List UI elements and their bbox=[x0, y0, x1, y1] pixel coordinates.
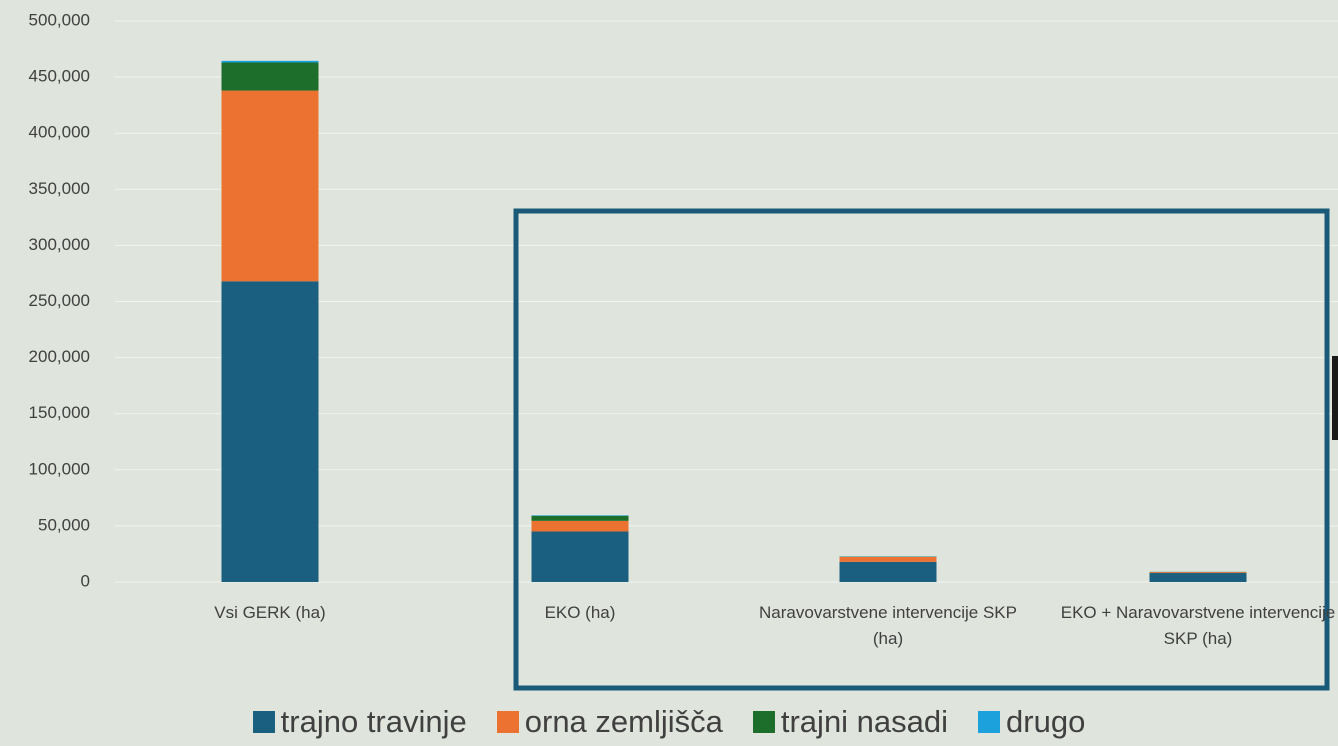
legend-swatch bbox=[496, 711, 519, 733]
y-tick-label: 50,000 bbox=[38, 515, 90, 534]
y-tick-label: 300,000 bbox=[29, 235, 90, 254]
legend-label: orna zemljišča bbox=[524, 704, 723, 739]
legend-label: trajni nasadi bbox=[780, 704, 949, 739]
legend: trajno travinje orna zemljišča trajni nasa… bbox=[0, 704, 1338, 740]
x-tick-label: Naravovarstvene intervencije SKP (ha) bbox=[759, 603, 1017, 648]
bar-segment bbox=[1149, 573, 1247, 582]
bar-segment bbox=[839, 556, 937, 562]
bar-segment bbox=[1149, 572, 1247, 574]
y-tick-label: 250,000 bbox=[29, 291, 90, 310]
legend-swatch bbox=[252, 711, 275, 733]
y-tick-label: 350,000 bbox=[29, 179, 90, 198]
y-tick-label: 150,000 bbox=[29, 403, 90, 422]
bar-segment bbox=[221, 90, 319, 282]
highlight-box bbox=[513, 208, 1330, 691]
bar-segment bbox=[531, 520, 629, 532]
legend-swatch bbox=[752, 711, 775, 733]
grid bbox=[115, 20, 1338, 583]
bar-segment bbox=[531, 515, 629, 516]
bar-segment bbox=[221, 62, 319, 91]
legend-item: trajni nasadi bbox=[752, 704, 949, 740]
legend-label: drugo bbox=[1006, 704, 1086, 739]
bar-segment bbox=[221, 60, 319, 63]
y-tick-label: 200,000 bbox=[29, 347, 90, 366]
bar-segment bbox=[531, 531, 629, 582]
bar-segment bbox=[531, 515, 629, 521]
legend-label: trajno travinje bbox=[280, 704, 467, 739]
x-tick-label: EKO (ha) bbox=[544, 603, 616, 622]
y-tick-label: 400,000 bbox=[29, 123, 90, 142]
legend-swatch bbox=[978, 711, 1001, 733]
bar-segment bbox=[221, 281, 319, 582]
y-tick-label: 100,000 bbox=[29, 459, 90, 478]
legend-item: drugo bbox=[978, 704, 1085, 740]
x-tick-label: EKO + Naravovarstvene intervencije SKP (… bbox=[1060, 603, 1336, 648]
y-tick-label: 450,000 bbox=[29, 67, 90, 86]
x-tick-label: Vsi GERK (ha) bbox=[214, 603, 326, 622]
legend-item: orna zemljišča bbox=[496, 704, 723, 740]
y-tick-label: 500,000 bbox=[29, 10, 90, 29]
legend-item: trajno travinje bbox=[252, 704, 467, 740]
cut-off-shape bbox=[1332, 356, 1338, 440]
bar-segment bbox=[839, 561, 937, 582]
y-tick-label: 0 bbox=[81, 571, 90, 590]
